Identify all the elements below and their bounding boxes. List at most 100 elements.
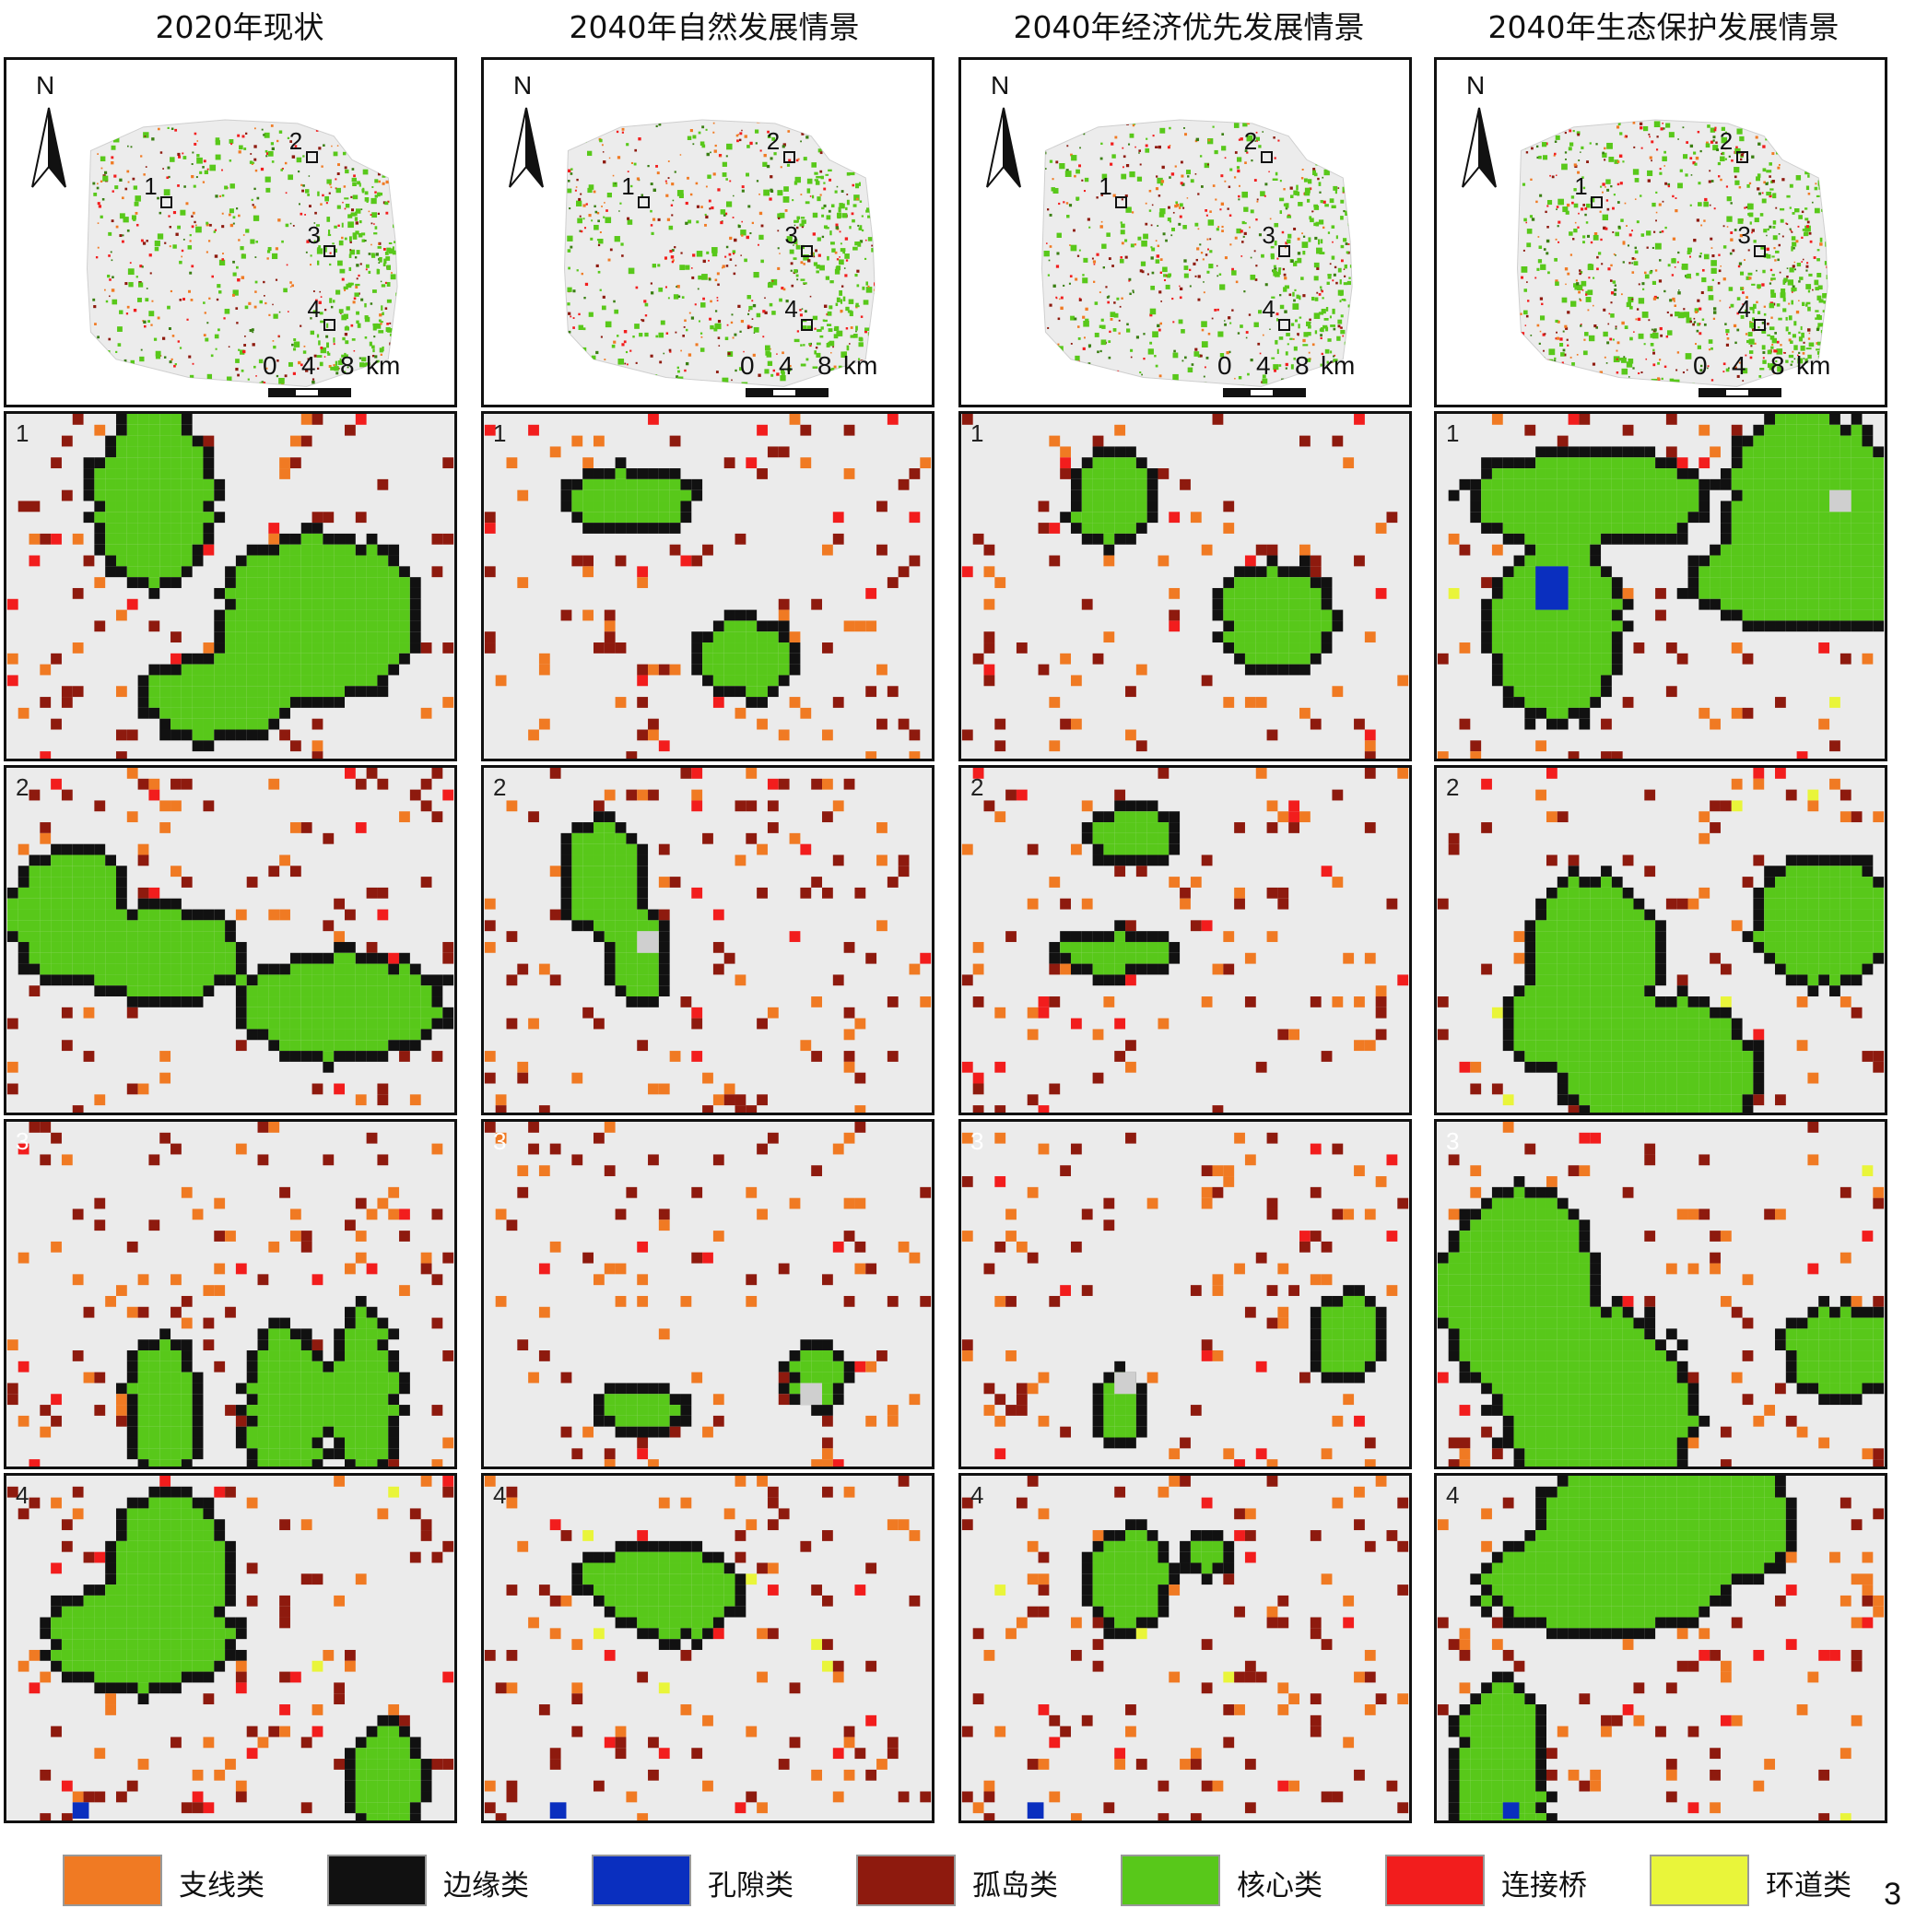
core-cell: [1557, 512, 1569, 524]
overview-patch: [582, 204, 586, 207]
overview-patch: [1217, 275, 1219, 277]
bridge-cell: [1049, 523, 1061, 534]
islet-cell: [51, 718, 62, 730]
overview-patch: [692, 253, 696, 257]
core-cell: [1862, 555, 1874, 567]
edge-cell: [1146, 501, 1158, 512]
overview-patch: [1626, 225, 1628, 227]
islet-cell: [1212, 414, 1224, 425]
overview-patch: [601, 206, 603, 207]
overview-patch: [277, 335, 280, 337]
overview-patch: [334, 225, 337, 229]
overview-patch: [1813, 256, 1816, 259]
core-cell: [1255, 620, 1267, 632]
overview-patch: [692, 135, 697, 139]
overview-patch: [874, 249, 876, 253]
overview-patch: [1564, 267, 1569, 271]
overview-patch: [1319, 328, 1324, 332]
overview-patch: [333, 337, 335, 343]
overview-patch: [569, 207, 571, 210]
core-cell: [377, 620, 389, 632]
overview-patch: [1350, 141, 1353, 145]
core-cell: [115, 544, 127, 556]
overview-patch: [1577, 133, 1581, 136]
core-cell: [137, 489, 149, 501]
core-cell: [1851, 523, 1863, 534]
core-cell: [170, 512, 182, 524]
overview-patch: [1799, 277, 1804, 280]
overview-patch: [803, 121, 810, 128]
overview-patch: [735, 265, 737, 266]
overview-patch: [1726, 196, 1732, 202]
overview-patch: [1199, 354, 1203, 358]
overview-patch: [191, 265, 194, 268]
edge-cell: [1590, 544, 1602, 556]
core-cell: [1288, 631, 1300, 643]
overview-patch: [1652, 280, 1656, 285]
overview-patch: [1717, 161, 1722, 166]
overview-patch: [1748, 182, 1752, 185]
overview-patch: [1773, 349, 1777, 353]
core-cell: [658, 512, 670, 524]
overview-patch: [587, 150, 593, 157]
edge-cell: [1212, 598, 1224, 610]
overview-patch: [696, 251, 703, 257]
core-cell: [159, 544, 171, 556]
overview-patch: [1573, 188, 1577, 192]
overview-patch: [1320, 336, 1322, 340]
overview-patch: [103, 171, 108, 174]
overview-patch: [92, 369, 95, 371]
core-cell: [192, 664, 204, 676]
overview-patch: [304, 214, 306, 216]
overview-patch: [379, 256, 382, 263]
scale-tick-4: 4: [301, 351, 316, 380]
overview-patch: [237, 134, 241, 137]
overview-patch: [1533, 356, 1535, 359]
core-cell: [1818, 457, 1830, 469]
overview-patch: [307, 358, 310, 360]
overview-patch: [109, 278, 112, 281]
overview-patch: [1582, 241, 1585, 244]
overview-patch: [386, 247, 392, 253]
overview-patch: [1581, 176, 1584, 179]
overview-patch: [126, 229, 130, 232]
overview-patch: [1285, 242, 1288, 245]
overview-patch: [248, 301, 252, 305]
branch-cell: [268, 533, 280, 545]
overview-patch: [1560, 381, 1564, 384]
core-cell: [735, 664, 746, 676]
overview-patch: [1287, 233, 1292, 239]
overview-patch: [1624, 325, 1628, 330]
overview-patch: [143, 173, 146, 176]
overview-patch: [1685, 353, 1692, 359]
overview-patch: [1643, 271, 1647, 275]
overview-patch: [206, 223, 209, 227]
core-cell: [366, 566, 378, 578]
overview-patch: [676, 366, 679, 370]
overview-patch: [1740, 158, 1743, 161]
overview-patch: [1292, 291, 1295, 297]
overview-patch: [1347, 304, 1353, 308]
overview-patch: [1334, 354, 1336, 357]
overview-patch: [869, 163, 874, 168]
overview-patch: [316, 355, 323, 359]
overview-patch: [834, 121, 838, 124]
core-cell: [289, 587, 301, 599]
overview-patch: [823, 304, 828, 308]
overview-patch: [668, 348, 672, 352]
core-cell: [1114, 468, 1126, 479]
overview-patch: [1785, 359, 1789, 363]
overview-patch: [1792, 334, 1796, 338]
core-cell: [1829, 424, 1840, 436]
overview-patch: [716, 297, 719, 299]
core-cell: [1524, 478, 1536, 490]
overview-patch: [1123, 155, 1126, 159]
overview-patch: [343, 286, 348, 290]
overview-patch: [1549, 174, 1551, 177]
edge-cell: [1060, 512, 1071, 524]
overview-patch: [763, 153, 767, 158]
overview-patch: [1075, 355, 1080, 361]
overview-patch: [1526, 143, 1530, 147]
core-cell: [1753, 435, 1765, 447]
overview-patch: [1219, 284, 1226, 290]
